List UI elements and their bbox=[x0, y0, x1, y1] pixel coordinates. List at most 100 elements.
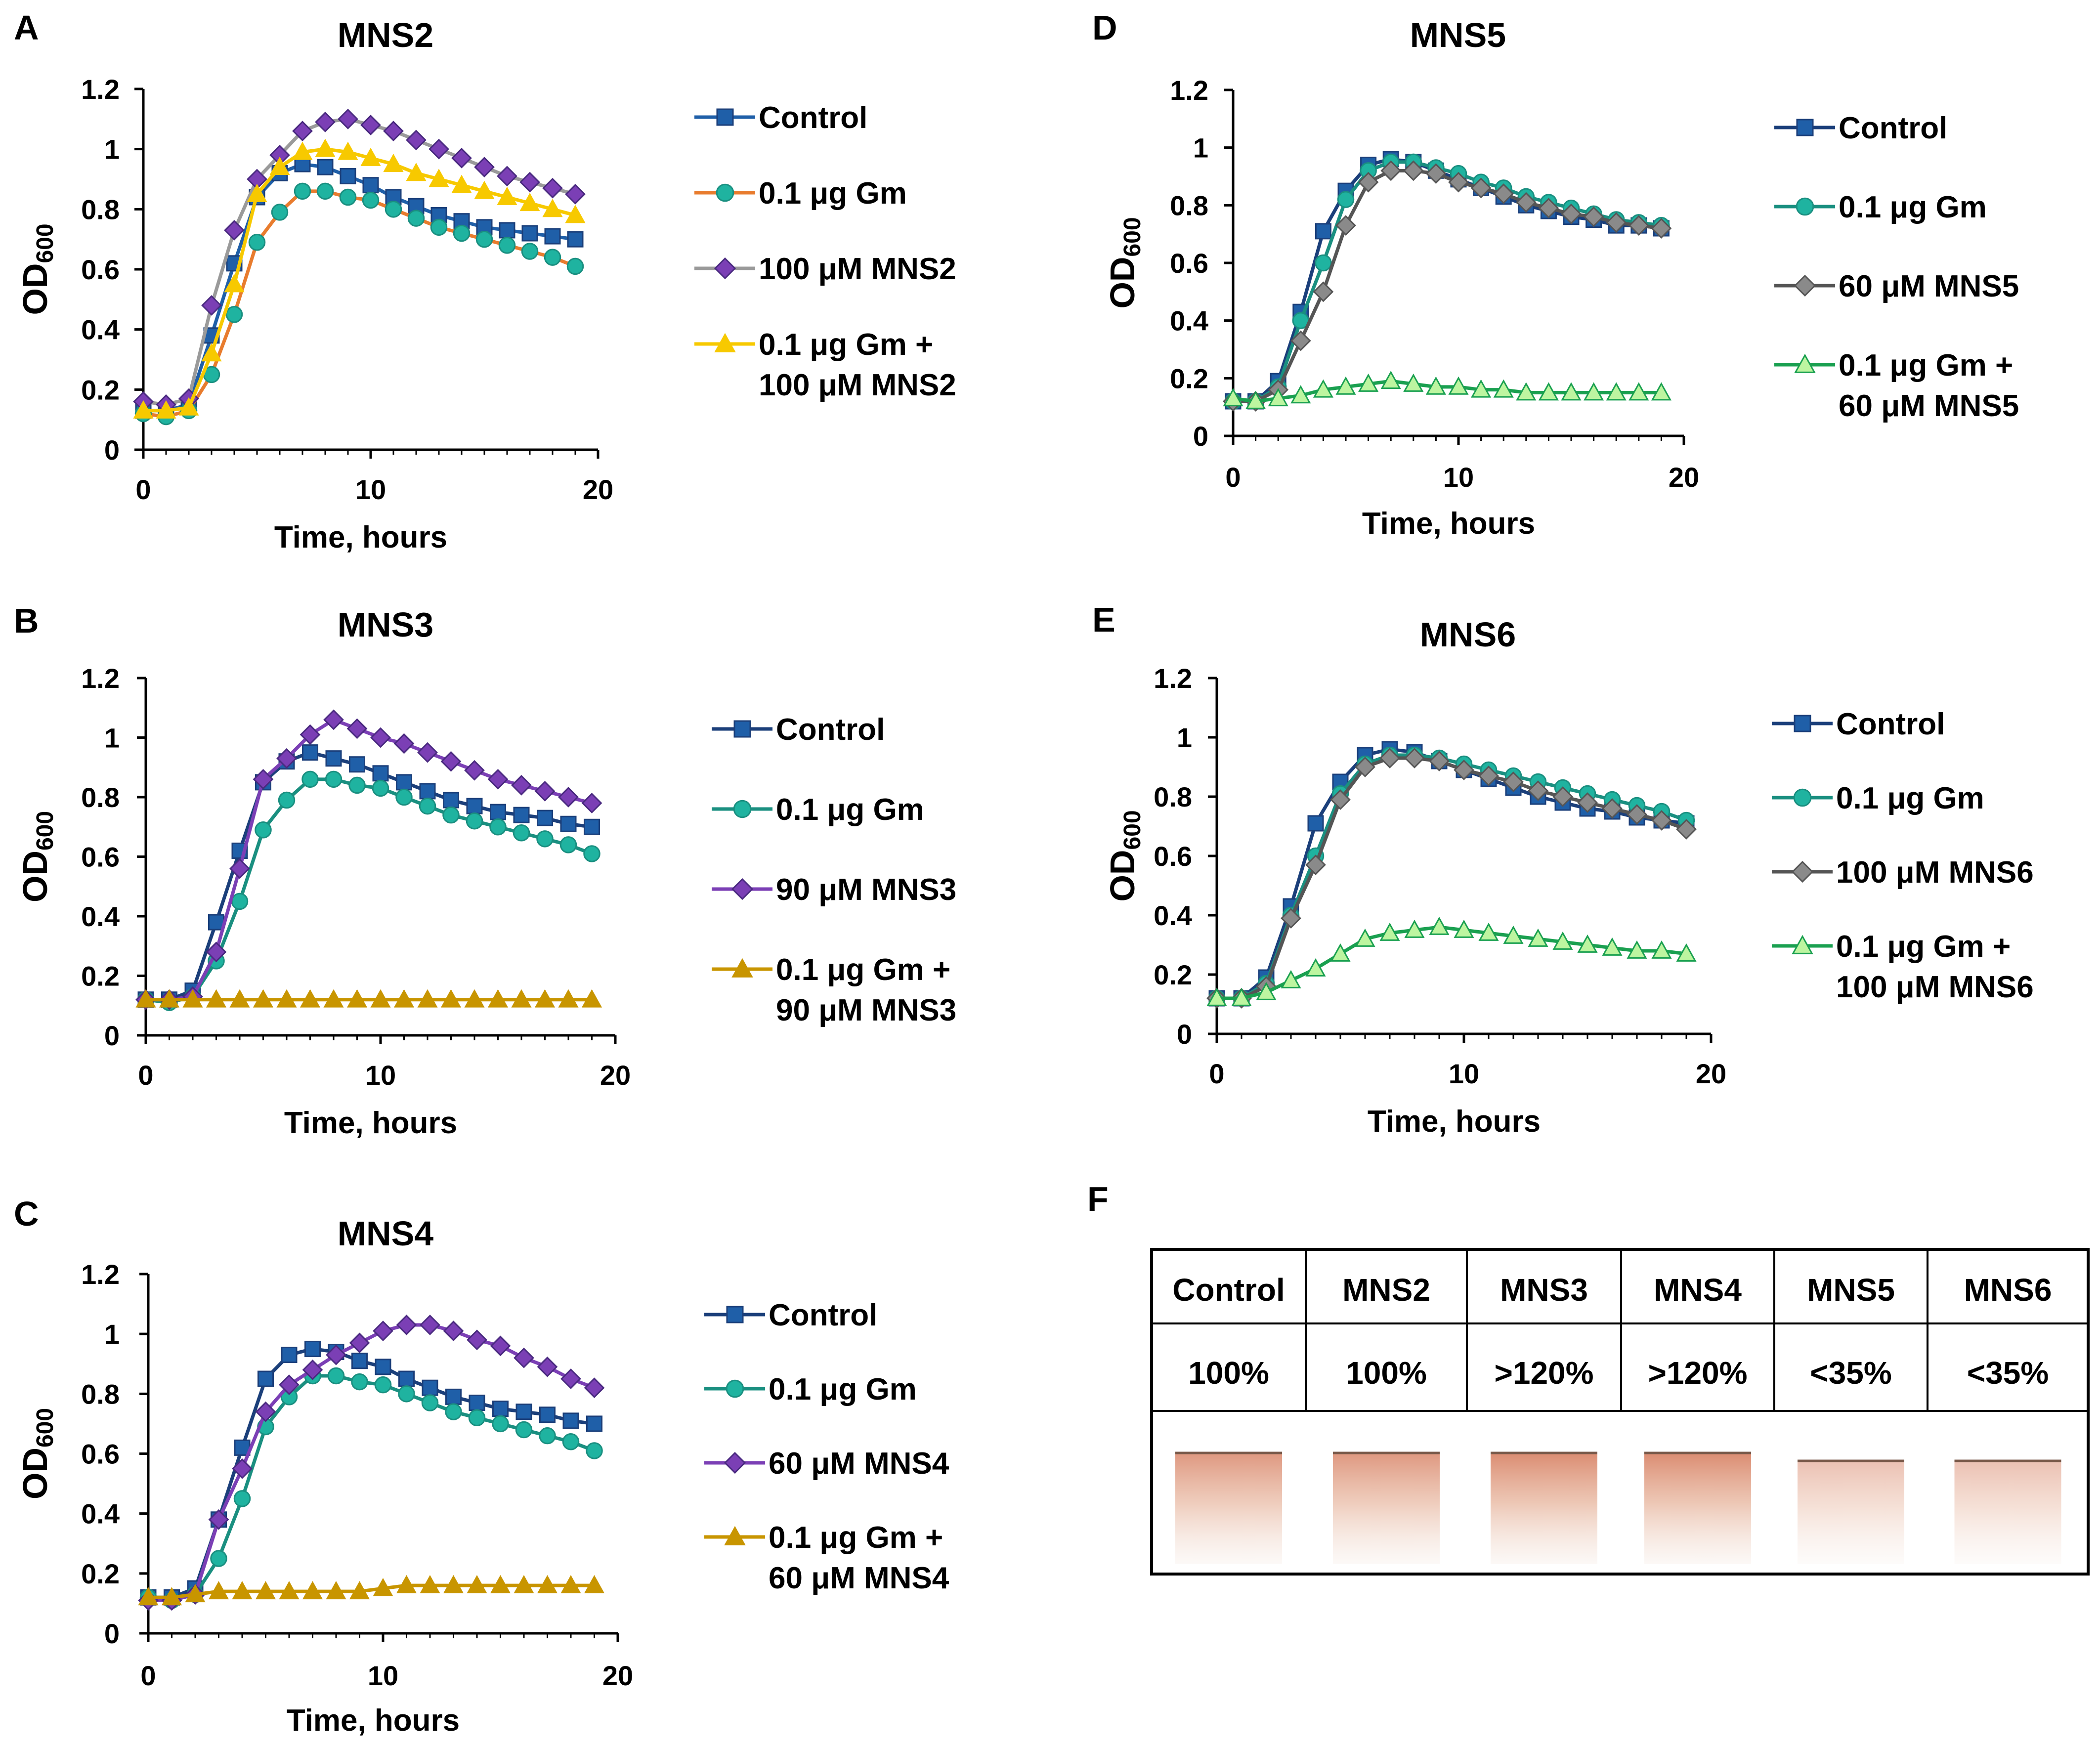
culture-swatch bbox=[1954, 1461, 2061, 1564]
data-point bbox=[1206, 987, 1227, 1006]
legend-label: 0.1 μg Gm + bbox=[776, 953, 950, 987]
data-point bbox=[1245, 390, 1266, 409]
legend-label: 0.1 μg Gm + bbox=[769, 1521, 943, 1555]
legend-label: 0.1 μg Gm bbox=[1836, 781, 1984, 815]
data-point bbox=[420, 1315, 440, 1335]
panel-label: D bbox=[1092, 8, 1117, 47]
legend-item: 0.1 μg Gm bbox=[704, 1372, 917, 1406]
x-tick-label: 0 bbox=[1225, 462, 1241, 493]
legend-item: 60 μM MNS5 bbox=[1774, 269, 2019, 303]
x-tick-label: 20 bbox=[583, 474, 613, 505]
data-point bbox=[464, 760, 485, 781]
data-point bbox=[383, 121, 404, 142]
data-point bbox=[489, 818, 507, 836]
series-3 bbox=[135, 989, 602, 1008]
x-tick-label: 10 bbox=[368, 1660, 398, 1691]
x-axis-label: Time, hours bbox=[1362, 507, 1535, 541]
data-point bbox=[201, 343, 222, 362]
data-point bbox=[1403, 373, 1424, 392]
data-point bbox=[349, 1581, 370, 1600]
data-point bbox=[542, 199, 563, 217]
data-point bbox=[340, 168, 356, 184]
data-point bbox=[1552, 786, 1573, 807]
data-point bbox=[475, 230, 493, 248]
legend-label: Control bbox=[776, 713, 885, 747]
data-point bbox=[562, 1412, 579, 1429]
series-3 bbox=[1223, 371, 1671, 409]
data-point bbox=[468, 1409, 486, 1427]
data-point bbox=[323, 989, 344, 1008]
data-point bbox=[406, 129, 427, 151]
data-point bbox=[1584, 382, 1604, 401]
data-point bbox=[1478, 922, 1499, 941]
legend-marker bbox=[716, 183, 734, 202]
data-point bbox=[1676, 819, 1697, 840]
culture-swatch bbox=[1798, 1461, 1904, 1564]
data-point bbox=[445, 1403, 462, 1420]
data-point bbox=[466, 812, 483, 830]
legend-item: 0.1 μg Gm + 60 μM MNS4 bbox=[704, 1521, 949, 1595]
data-point bbox=[1335, 376, 1356, 395]
data-point bbox=[544, 249, 561, 266]
series-line bbox=[1233, 157, 1662, 403]
data-point bbox=[372, 779, 389, 797]
data-point bbox=[519, 193, 540, 212]
y-axis-label: OD600 bbox=[16, 223, 58, 315]
legend-marker bbox=[731, 878, 754, 900]
data-point bbox=[1305, 854, 1326, 875]
y-tick-label: 0.6 bbox=[1154, 841, 1192, 872]
legend-marker bbox=[731, 958, 753, 978]
data-point bbox=[537, 1356, 558, 1377]
data-point bbox=[373, 1578, 393, 1597]
data-point bbox=[210, 1550, 227, 1567]
data-point bbox=[1628, 215, 1649, 236]
data-point bbox=[521, 225, 538, 242]
data-point bbox=[208, 1581, 229, 1600]
data-point bbox=[1528, 780, 1548, 801]
data-point bbox=[133, 400, 154, 419]
legend-marker bbox=[733, 800, 752, 818]
data-point bbox=[232, 1458, 253, 1479]
x-tick-label: 0 bbox=[138, 1060, 153, 1091]
data-point bbox=[474, 157, 495, 178]
legend-item: Control bbox=[1774, 111, 1947, 145]
data-point bbox=[565, 184, 586, 205]
data-point bbox=[276, 989, 297, 1008]
data-point bbox=[206, 941, 227, 963]
data-point bbox=[521, 243, 539, 260]
data-point bbox=[1561, 382, 1582, 401]
data-point bbox=[440, 751, 462, 772]
x-axis-label: Time, hours bbox=[284, 1106, 457, 1140]
chart-title: MNS5 bbox=[1410, 16, 1506, 54]
data-point bbox=[224, 220, 245, 241]
data-point bbox=[1651, 218, 1672, 239]
data-point bbox=[1290, 330, 1311, 351]
data-point bbox=[586, 1415, 602, 1432]
data-point bbox=[300, 989, 321, 1008]
data-point bbox=[346, 989, 368, 1008]
legend-item: 60 μM MNS4 bbox=[704, 1447, 949, 1481]
y-tick-label: 0 bbox=[104, 1020, 120, 1051]
series-3 bbox=[133, 138, 586, 419]
series-2 bbox=[135, 709, 602, 1010]
data-point bbox=[1429, 916, 1450, 935]
data-point bbox=[1627, 804, 1647, 825]
y-tick-label: 1 bbox=[104, 134, 120, 165]
data-point bbox=[474, 180, 495, 199]
data-point bbox=[420, 1575, 440, 1593]
y-axis-label-sub: 600 bbox=[1119, 810, 1146, 850]
legend-marker bbox=[716, 108, 734, 126]
data-point bbox=[225, 306, 243, 323]
series-1 bbox=[1224, 153, 1670, 410]
data-point bbox=[492, 1415, 509, 1433]
data-point bbox=[499, 222, 515, 239]
panel-label: F bbox=[1087, 1180, 1109, 1218]
y-tick-label: 1.2 bbox=[81, 74, 120, 105]
data-point bbox=[581, 793, 602, 813]
data-point bbox=[419, 783, 436, 800]
x-tick-label: 10 bbox=[365, 1060, 396, 1091]
data-point bbox=[1583, 206, 1604, 227]
y-tick-label: 0.2 bbox=[81, 374, 120, 405]
data-point bbox=[1454, 919, 1474, 938]
